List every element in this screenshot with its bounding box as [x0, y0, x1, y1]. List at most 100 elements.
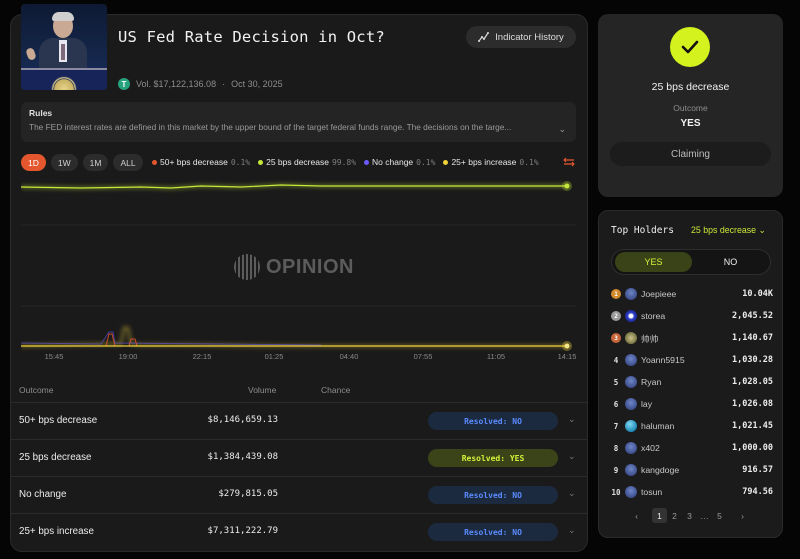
outcomes-table-header: Outcome Volume Chance [10, 385, 588, 401]
outcome-name: 25 bps decrease [19, 452, 92, 463]
tether-token-icon: T [118, 78, 130, 90]
resolved-status-badge: Resolved: YES [428, 449, 558, 467]
legend-label: 25 bps decrease [266, 157, 329, 167]
range-1d-button[interactable]: 1D [21, 154, 46, 171]
price-chart[interactable] [21, 176, 576, 366]
chevron-down-icon: ⌄ [758, 225, 766, 235]
legend-item: No change 0.1% [364, 157, 435, 167]
legend-pct: 0.1% [230, 157, 251, 167]
outcome-row[interactable]: 50+ bps decrease $8,146,659.13 Resolved:… [10, 402, 588, 439]
resolved-outcome-card: 25 bps decrease Outcome YES Claiming [598, 14, 783, 197]
holder-amount: 794.56 [742, 487, 773, 497]
legend-dot-icon [258, 159, 264, 165]
holder-amount: 1,021.45 [732, 421, 773, 431]
page-3-button[interactable]: 3 [687, 510, 692, 521]
holder-row[interactable]: 4 Yoann5915 1,030.28 [611, 352, 773, 368]
holder-rank: 10 [611, 487, 621, 497]
outcome-row[interactable]: No change $279,815.05 Resolved: NO ⌄ [10, 476, 588, 513]
holders-filter-label: 25 bps decrease [691, 225, 757, 235]
holder-amount: 1,028.05 [732, 377, 773, 387]
chart-legend: 50+ bps decrease 0.1% 25 bps decrease 99… [152, 157, 539, 167]
trend-chart-icon [478, 32, 490, 42]
holder-row[interactable]: 9 kangdoge 916.57 [611, 462, 773, 478]
next-page-button[interactable]: › [741, 510, 744, 521]
prev-page-button[interactable]: ‹ [635, 510, 638, 521]
gold-medal-icon: 1 [611, 289, 621, 299]
checkmark-icon [670, 27, 710, 67]
range-1m-button[interactable]: 1M [82, 154, 109, 171]
avatar [625, 354, 637, 366]
opinion-logo-icon [234, 254, 260, 280]
x-tick-label: 07:55 [413, 352, 433, 361]
holder-name: storea [641, 311, 666, 321]
page-1-button[interactable]: 1 [652, 508, 667, 523]
chart-x-axis: 15:45 19:00 22:15 01:25 04:40 07:55 11:0… [21, 352, 577, 364]
top-holders-panel: Top Holders 25 bps decrease ⌄ YES NO 1 J… [598, 210, 783, 538]
range-1w-button[interactable]: 1W [50, 154, 78, 171]
holders-outcome-dropdown[interactable]: 25 bps decrease ⌄ [691, 225, 766, 236]
legend-pct: 99.8% [331, 157, 357, 167]
rules-box[interactable]: Rules The FED interest rates are defined… [21, 102, 576, 142]
column-header-chance: Chance [321, 385, 351, 395]
holder-row[interactable]: 8 x402 1,000.00 [611, 440, 773, 456]
holder-row[interactable]: 6 lay 1,026.08 [611, 396, 773, 412]
avatar [625, 420, 637, 432]
outcome-volume: $1,384,439.08 [207, 452, 278, 462]
pagination-ellipsis: … [700, 510, 709, 521]
chart-settings-icon[interactable] [563, 157, 575, 167]
legend-label: No change [372, 157, 414, 167]
x-tick-label: 19:00 [118, 352, 138, 361]
avatar [625, 376, 637, 388]
holder-row[interactable]: 1 Joepieee 10.04K [611, 286, 773, 302]
legend-pct: 0.1% [416, 157, 436, 167]
range-all-button[interactable]: ALL [113, 154, 143, 171]
avatar [625, 442, 637, 454]
chevron-down-icon[interactable]: ⌄ [568, 451, 576, 461]
holder-rank: 9 [613, 465, 619, 475]
rules-text: The FED interest rates are defined in th… [29, 122, 512, 132]
avatar [625, 332, 637, 344]
holder-row[interactable]: 5 Ryan 1,028.05 [611, 374, 773, 390]
legend-item: 25+ bps increase 0.1% [443, 157, 539, 167]
outcome-name: 25+ bps increase [19, 526, 94, 537]
holder-row[interactable]: 10 tosun 794.56 [611, 484, 773, 500]
chevron-down-icon[interactable]: ⌄ [568, 525, 576, 535]
outcome-value: YES [680, 118, 701, 129]
holder-amount: 10.04K [742, 289, 773, 299]
outcome-row[interactable]: 25+ bps increase $7,311,222.79 Resolved:… [10, 513, 588, 550]
yes-tab[interactable]: YES [615, 252, 692, 272]
market-volume: Vol. $17,122,136.08 [136, 79, 217, 89]
holder-name: Yoann5915 [641, 355, 685, 365]
claiming-button[interactable]: Claiming [610, 142, 771, 166]
holder-name: tosun [641, 487, 663, 497]
legend-dot-icon [152, 159, 157, 165]
holder-amount: 916.57 [742, 465, 773, 475]
outcome-row[interactable]: 25 bps decrease $1,384,439.08 Resolved: … [10, 439, 588, 476]
holder-rank: 5 [613, 377, 619, 387]
legend-item: 25 bps decrease 99.8% [258, 157, 356, 167]
holder-row[interactable]: 2 storea 2,045.52 [611, 308, 773, 324]
chevron-down-icon[interactable]: ⌄ [568, 414, 576, 424]
resolved-status-badge: Resolved: NO [428, 412, 558, 430]
rules-title: Rules [29, 108, 53, 118]
chevron-down-icon[interactable]: ⌄ [568, 488, 576, 498]
holder-amount: 2,045.52 [732, 311, 773, 321]
holder-amount: 1,000.00 [732, 443, 773, 453]
holder-name: x402 [641, 443, 660, 453]
market-end-date: Oct 30, 2025 [231, 79, 283, 89]
bronze-medal-icon: 3 [611, 333, 621, 343]
holder-name: Joepieee [641, 289, 677, 299]
holder-row[interactable]: 7 haluman 1,021.45 [611, 418, 773, 434]
x-tick-label: 14:15 [557, 352, 577, 361]
holder-row[interactable]: 3 帅帅 1,140.67 [611, 330, 773, 346]
market-thumbnail [21, 4, 107, 90]
page-2-button[interactable]: 2 [672, 510, 677, 521]
chevron-down-icon[interactable]: ⌄ [558, 124, 566, 134]
top-holders-title: Top Holders [611, 225, 674, 236]
indicator-history-button[interactable]: Indicator History [466, 26, 576, 48]
x-tick-label: 22:15 [192, 352, 212, 361]
meta-separator: · [222, 79, 226, 89]
page-5-button[interactable]: 5 [717, 510, 722, 521]
holder-amount: 1,140.67 [732, 333, 773, 343]
no-tab[interactable]: NO [723, 257, 738, 267]
